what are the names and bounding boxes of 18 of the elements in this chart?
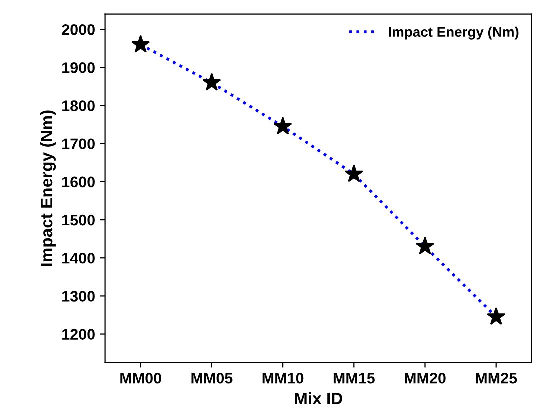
y-tick-label: 2000: [62, 24, 95, 36]
y-tick-label: 1600: [62, 176, 95, 188]
y-tick-label: 1500: [62, 214, 95, 226]
y-tick-label: 1400: [62, 252, 95, 264]
x-tick-label: MM00: [120, 372, 162, 384]
y-tick-label: 1900: [62, 62, 95, 74]
x-tick-label: MM25: [476, 372, 518, 384]
x-tick-label: MM20: [405, 372, 446, 384]
legend-label: Impact Energy (Nm): [389, 26, 519, 40]
y-tick-label: 1800: [62, 100, 95, 112]
x-tick-label: MM10: [262, 372, 304, 384]
y-tick-label: 1700: [62, 138, 95, 150]
y-tick-label: 1200: [62, 329, 95, 340]
y-axis-title: Impact Energy (Nm): [40, 110, 56, 266]
x-tick-label: MM15: [334, 373, 375, 384]
x-axis-title: Mix ID: [295, 392, 342, 404]
x-tick-label: MM05: [192, 372, 233, 384]
y-tick-label: 1300: [62, 291, 95, 302]
